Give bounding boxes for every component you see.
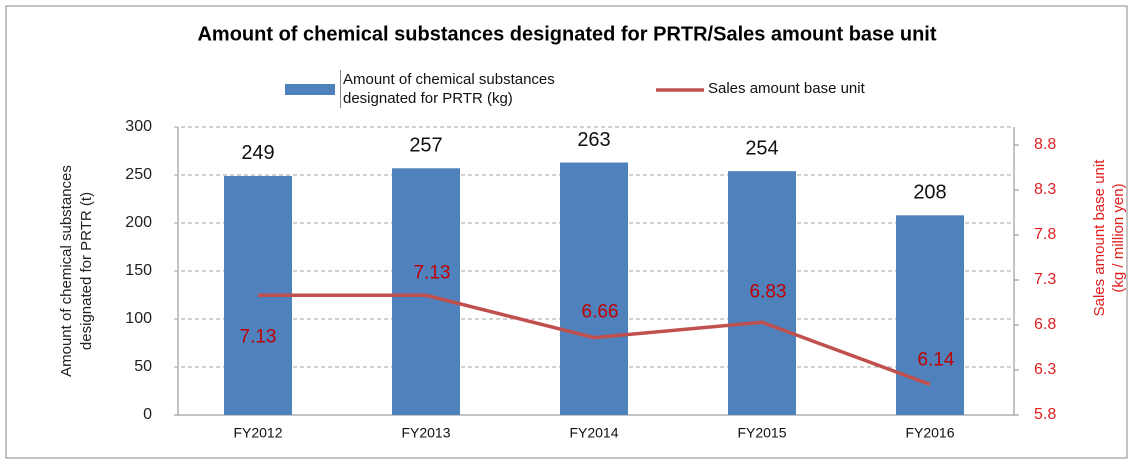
y-axis-title: Amount of chemical substances bbox=[58, 165, 75, 377]
bar-value-label: 254 bbox=[745, 137, 778, 159]
y-tick-label: 100 bbox=[125, 310, 152, 327]
y-tick-label: 0 bbox=[143, 406, 152, 423]
chart-title: Amount of chemical substances designated… bbox=[197, 23, 936, 45]
y2-tick-label: 6.8 bbox=[1034, 316, 1056, 333]
y2-tick-label: 7.3 bbox=[1034, 271, 1056, 288]
x-tick-label: FY2015 bbox=[737, 425, 786, 441]
line bbox=[258, 293, 931, 387]
y-tick-label: 200 bbox=[125, 214, 152, 231]
y-axis-title: designated for PRTR (t) bbox=[78, 192, 95, 350]
line-value-label: 6.83 bbox=[750, 281, 787, 302]
x-tick-label: FY2012 bbox=[233, 425, 282, 441]
legend-label: Sales amount base unit bbox=[708, 80, 866, 97]
y2-axis-title: Sales amount base unit bbox=[1091, 159, 1108, 317]
bar bbox=[896, 215, 964, 415]
bar-value-label: 257 bbox=[409, 135, 442, 157]
bar bbox=[728, 171, 796, 415]
legend-label: Amount of chemical substances designated… bbox=[340, 70, 583, 108]
y-tick-label: 150 bbox=[125, 262, 152, 279]
bar-value-label: 208 bbox=[913, 182, 946, 204]
y-tick-label: 50 bbox=[134, 358, 152, 375]
y-tick-label: 300 bbox=[125, 118, 152, 135]
bar bbox=[560, 162, 628, 415]
y2-axis-title: (kg / million yen) bbox=[1110, 183, 1127, 292]
y-tick-label: 250 bbox=[125, 166, 152, 183]
y2-tick-label: 5.8 bbox=[1034, 406, 1056, 423]
y2-tick-label: 6.3 bbox=[1034, 361, 1056, 378]
y2-tick-label: 7.8 bbox=[1034, 226, 1056, 243]
x-tick-label: FY2013 bbox=[401, 425, 450, 441]
bar bbox=[392, 168, 460, 415]
line-value-label: 7.13 bbox=[414, 262, 451, 283]
line-value-label: 7.13 bbox=[240, 326, 277, 347]
bar-value-label: 249 bbox=[241, 142, 274, 164]
bar-value-label: 263 bbox=[577, 129, 610, 151]
y2-tick-label: 8.8 bbox=[1034, 136, 1056, 153]
legend-swatch bbox=[285, 84, 335, 95]
x-tick-label: FY2016 bbox=[905, 425, 954, 441]
x-tick-label: FY2014 bbox=[569, 425, 618, 441]
line-value-label: 6.14 bbox=[918, 349, 955, 370]
legend-label-box: Amount of chemical substances designated… bbox=[340, 70, 583, 108]
line-value-label: 6.66 bbox=[582, 302, 619, 323]
y2-tick-label: 8.3 bbox=[1034, 181, 1056, 198]
